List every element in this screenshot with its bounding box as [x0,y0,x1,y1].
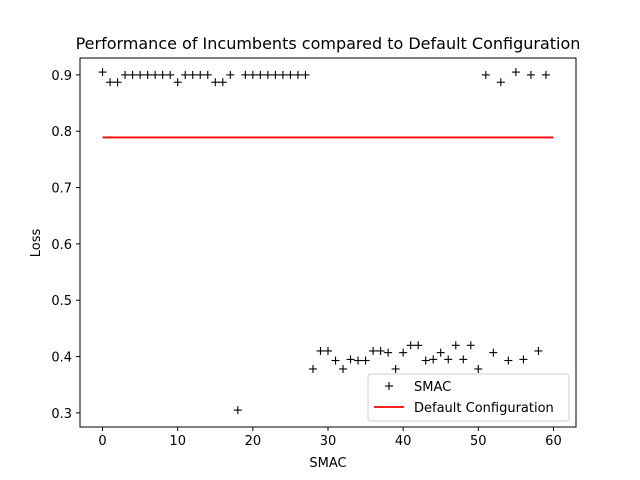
smac-point [151,70,160,79]
legend: SMAC Default Configuration [367,373,570,422]
smac-point [339,364,348,373]
chart-title: Performance of Incumbents compared to De… [76,34,581,53]
smac-point [113,78,122,87]
smac-point [158,70,167,79]
smac-point [271,70,280,79]
smac-point [211,78,220,87]
legend-label-default: Default Configuration [414,401,554,416]
smac-point [406,341,415,350]
smac-point [489,348,498,357]
smac-point [361,356,370,365]
smac-point [399,348,408,357]
smac-point [376,346,385,355]
plot-frame [79,57,577,428]
smac-point [188,70,197,79]
x-tick-label: 60 [545,434,562,449]
smac-point [354,356,363,365]
y-tick-label: 0.9 [51,69,72,84]
y-tick-label: 0.6 [51,238,72,253]
smac-point [121,70,130,79]
smac-point [233,406,242,415]
smac-point [331,356,340,365]
y-tick-label: 0.8 [51,125,72,140]
smac-point [459,355,468,364]
smac-point [391,364,400,373]
smac-point [248,70,257,79]
y-tick-label: 0.7 [51,182,72,197]
smac-point [286,70,295,79]
smac-point [166,70,175,79]
smac-point [541,70,550,79]
smac-point [474,364,483,373]
smac-point [128,70,137,79]
smac-point [316,346,325,355]
smac-point [451,341,460,350]
y-tick-label: 0.3 [51,407,72,422]
smac-point [384,348,393,357]
plot-marks [98,68,554,415]
smac-point [504,356,513,365]
smac-point [444,355,453,364]
smac-point [421,356,430,365]
smac-point [263,70,272,79]
smac-point [218,78,227,87]
smac-point [414,341,423,350]
legend-plus-marker [385,382,393,390]
smac-point [136,70,145,79]
smac-point [526,70,535,79]
smac-point [301,70,310,79]
x-tick-label: 20 [245,434,262,449]
x-tick-label: 50 [470,434,487,449]
x-tick-label: 0 [98,434,106,449]
smac-point [519,355,528,364]
smac-point [534,346,543,355]
y-tick-label: 0.4 [51,351,72,366]
smac-point [278,70,287,79]
smac-point [226,70,235,79]
y-axis: 0.3 0.4 0.5 0.6 0.7 0.8 0.9 [51,69,80,422]
smac-point [511,68,520,77]
y-axis-label: Loss [29,229,44,258]
smac-point [481,70,490,79]
legend-label-smac: SMAC [414,380,451,395]
smac-point [293,70,302,79]
smac-point [466,341,475,350]
x-axis: 0 10 20 30 40 50 60 [98,427,562,449]
smac-point [181,70,190,79]
smac-point [324,346,332,355]
smac-point [196,70,205,79]
smac-point [429,355,438,364]
x-tick-label: 40 [395,434,412,449]
x-tick-label: 30 [320,434,337,449]
smac-point [436,348,445,357]
smac-point [346,355,355,364]
smac-point [241,70,250,79]
smac-point [308,364,317,373]
legend-marker-smac [385,382,393,390]
x-tick-label: 10 [169,434,186,449]
smac-point [369,346,378,355]
smac-point [203,70,212,79]
smac-point [173,78,182,87]
smac-point [106,78,115,87]
x-axis-label: SMAC [309,456,346,471]
smac-point [256,70,265,79]
y-tick-label: 0.5 [51,294,72,309]
smac-point [496,78,505,87]
smac-point [98,68,107,77]
smac-point [143,70,152,79]
legend-box [367,373,570,422]
